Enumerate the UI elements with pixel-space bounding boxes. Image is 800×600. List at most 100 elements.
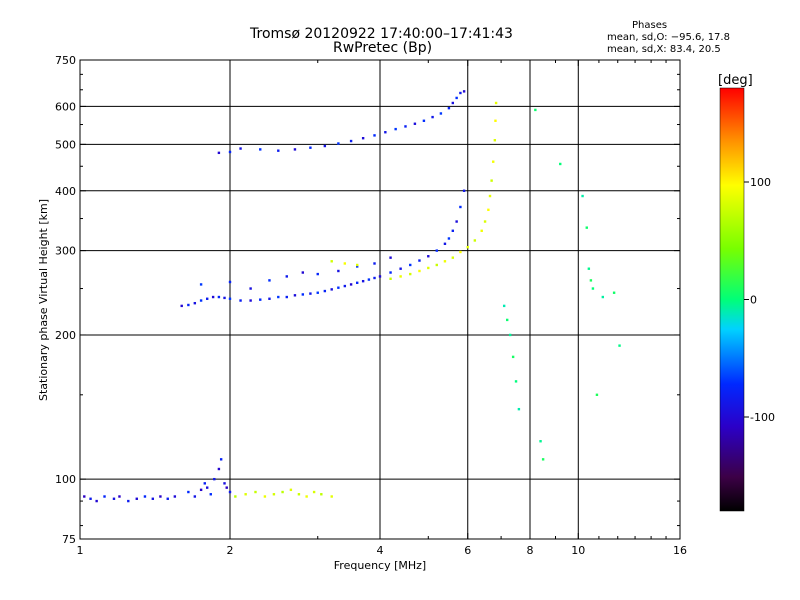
data-point xyxy=(409,272,412,276)
data-point xyxy=(409,263,412,267)
data-point xyxy=(193,301,197,305)
data-point xyxy=(112,497,116,500)
data-point xyxy=(517,407,521,411)
phase-stats-header: Phases xyxy=(632,20,668,31)
data-point xyxy=(263,495,267,498)
axis-tick-labels: 1 2 4 6 8 10 16 75 100 200 300 400 500 600 750 xyxy=(55,54,687,557)
data-point xyxy=(219,458,223,461)
data-point xyxy=(451,101,455,105)
y-tick-label: 300 xyxy=(55,245,76,258)
data-point xyxy=(228,490,232,494)
x-tick-label: 4 xyxy=(377,544,384,557)
data-point xyxy=(389,277,392,280)
data-point xyxy=(435,249,438,252)
data-point xyxy=(343,284,347,288)
grid xyxy=(80,60,680,539)
data-point xyxy=(494,101,498,105)
data-point xyxy=(249,287,252,290)
y-tick-label: 500 xyxy=(55,138,76,151)
data-point xyxy=(349,139,353,143)
data-point xyxy=(514,380,518,383)
data-point xyxy=(285,295,288,299)
data-point xyxy=(320,493,323,496)
data-point xyxy=(534,108,537,112)
data-point xyxy=(118,495,121,498)
data-point xyxy=(373,276,376,280)
data-point xyxy=(349,283,353,286)
data-point xyxy=(473,239,477,242)
data-point xyxy=(462,90,466,93)
data-point xyxy=(259,298,262,301)
data-point xyxy=(316,291,319,294)
colorbar-tick-label: 100 xyxy=(750,176,771,189)
data-point xyxy=(301,271,305,274)
data-point xyxy=(239,299,242,302)
data-point xyxy=(173,495,177,498)
data-point xyxy=(199,299,203,302)
data-point xyxy=(399,275,402,278)
x-tick-label: 8 xyxy=(527,544,534,557)
colorbar-label: [deg] xyxy=(718,73,753,88)
data-point xyxy=(180,304,183,308)
data-point xyxy=(355,263,359,267)
data-point xyxy=(431,115,434,119)
data-point xyxy=(151,497,155,500)
data-point xyxy=(95,499,98,503)
data-point xyxy=(239,147,242,150)
data-point xyxy=(591,287,595,290)
x-tick-label: 10 xyxy=(571,544,585,557)
data-point xyxy=(199,283,203,286)
data-point xyxy=(228,297,232,300)
data-point xyxy=(581,194,584,198)
data-point xyxy=(312,490,316,494)
data-point xyxy=(309,146,312,149)
data-point xyxy=(285,275,288,278)
data-point xyxy=(427,266,430,270)
data-point xyxy=(451,229,455,232)
data-point xyxy=(268,297,271,300)
data-point xyxy=(447,237,451,240)
data-point xyxy=(494,119,497,122)
data-point xyxy=(217,295,221,299)
y-tick-label: 75 xyxy=(62,533,76,546)
data-point xyxy=(228,150,232,154)
data-point xyxy=(159,495,162,498)
x-axis-label: Frequency [MHz] xyxy=(334,559,426,572)
data-point xyxy=(587,267,591,270)
colorbar-tick-label: 0 xyxy=(750,294,757,307)
data-point xyxy=(343,262,347,265)
data-point xyxy=(225,486,228,489)
data-point xyxy=(337,142,340,145)
data-point xyxy=(187,490,190,494)
data-point xyxy=(193,495,197,498)
data-point xyxy=(337,269,340,273)
data-point xyxy=(228,280,232,284)
colorbar-tick-label: -100 xyxy=(750,411,775,424)
data-point xyxy=(378,275,382,278)
data-point xyxy=(213,477,216,481)
data-point xyxy=(277,149,280,152)
data-point xyxy=(323,144,327,148)
data-point xyxy=(135,497,138,500)
data-point xyxy=(187,303,190,307)
data-point xyxy=(541,458,545,461)
data-point xyxy=(223,296,226,300)
colorbar-ticks: 100 0 -100 xyxy=(744,176,775,424)
x-tick-label: 16 xyxy=(673,544,687,557)
data-point xyxy=(493,139,497,142)
x-tick-label: 2 xyxy=(227,544,234,557)
data-point xyxy=(316,272,319,276)
y-tick-label: 200 xyxy=(55,329,76,342)
y-axis-label: Stationary phase Virtual Height [km] xyxy=(37,199,50,401)
data-point xyxy=(399,267,402,270)
data-point xyxy=(268,279,271,282)
data-point xyxy=(199,488,203,492)
data-point xyxy=(459,250,462,254)
data-point xyxy=(297,493,301,496)
data-point xyxy=(205,297,209,300)
data-point xyxy=(539,440,542,443)
data-point xyxy=(355,265,359,268)
data-point xyxy=(337,286,340,289)
data-point xyxy=(462,189,466,192)
